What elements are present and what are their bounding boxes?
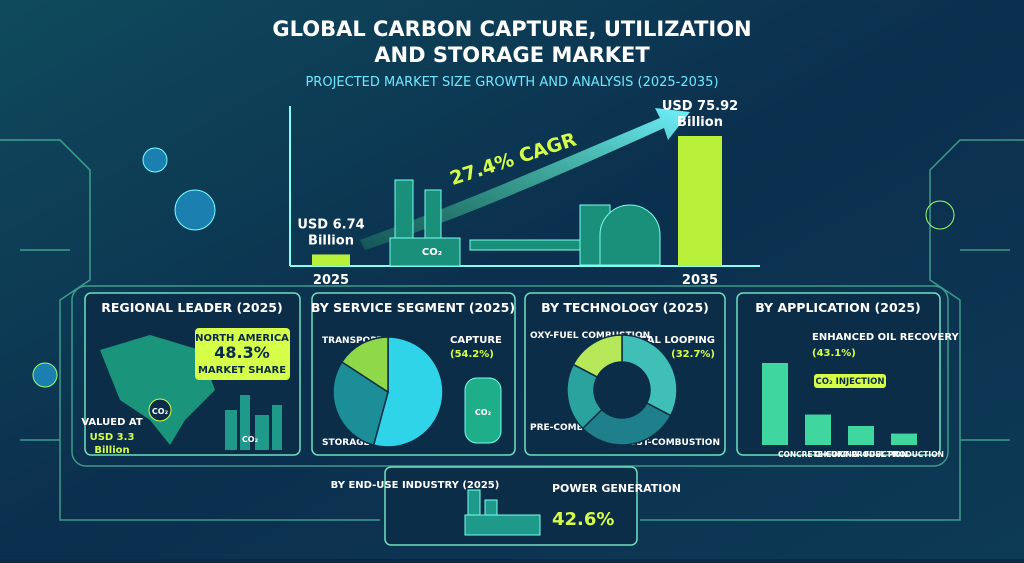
- bar: [805, 414, 831, 445]
- title: GLOBAL CARBON CAPTURE, UTILIZATION: [272, 17, 751, 41]
- globe: [32, 362, 58, 388]
- globe: [174, 189, 216, 231]
- bar: [762, 363, 788, 445]
- region-share: 48.3%: [214, 343, 270, 362]
- panel-title: BY TECHNOLOGY (2025): [541, 300, 709, 315]
- bar: [891, 433, 917, 445]
- injection-badge: [814, 374, 886, 388]
- slice-name: POST-COMBUSTION: [622, 438, 720, 448]
- slice: [372, 336, 444, 448]
- bar: [848, 425, 874, 445]
- slice: [332, 360, 389, 447]
- slice-name: PRE-COMBUSTION: [530, 423, 622, 433]
- atom-icon: [925, 200, 955, 230]
- subtitle: PROJECTED MARKET SIZE GROWTH AND ANALYSI…: [305, 75, 718, 90]
- slice-label: (32.7%): [671, 349, 715, 360]
- region: NORTH AMERICA: [195, 333, 289, 344]
- panel-title: BY SERVICE SEGMENT (2025): [311, 300, 515, 315]
- globe-icons: [32, 147, 955, 388]
- valued-unit: Billion: [94, 445, 129, 456]
- share-note: MARKET SHARE: [198, 365, 286, 376]
- slice-name: TRANSPORT: [322, 336, 384, 346]
- valued-label: VALUED AT: [81, 417, 143, 428]
- plant: [464, 489, 541, 536]
- x-tick-label: FUEL PRODUCTION: [864, 450, 944, 459]
- bar-amount: USD 6.74: [297, 217, 364, 232]
- slice: [621, 334, 678, 417]
- tank: [464, 377, 502, 444]
- panel-title: REGIONAL LEADER (2025): [101, 300, 282, 315]
- bar-unit: Billion: [308, 233, 354, 248]
- panel-title: BY APPLICATION (2025): [755, 300, 921, 315]
- slice: [340, 336, 389, 394]
- slice-name: STORAGE: [322, 438, 370, 448]
- segment: POWER GENERATION: [552, 482, 681, 495]
- year: 2025: [313, 273, 349, 288]
- injection-label: CO₂ INJECTION: [816, 377, 885, 387]
- co2-icon-label: CO₂: [152, 407, 169, 416]
- valued-amount: USD 3.3: [90, 432, 135, 443]
- co2-icon-label: CO₂: [475, 408, 492, 417]
- growth-bar: [312, 254, 350, 266]
- slice-name: OXY-FUEL COMBUSTION: [530, 331, 650, 341]
- callout: [195, 328, 290, 380]
- growth-arrow: [360, 108, 690, 250]
- slice: [581, 402, 672, 446]
- city: [225, 395, 282, 450]
- bar-unit: Billion: [677, 115, 723, 130]
- globe: [142, 147, 168, 173]
- lead-name: ENHANCED OIL RECOVERY: [812, 332, 960, 343]
- x-tick-label: CONCRETE CURING: [778, 450, 858, 459]
- bar-amount: USD 75.92: [662, 99, 738, 114]
- title: AND STORAGE MARKET: [374, 43, 650, 67]
- x-tick-label: CHEOKT PRODUCTION: [815, 450, 908, 459]
- slice: [572, 334, 623, 378]
- year: 2035: [682, 273, 718, 288]
- circuit-lines: [0, 139, 1024, 521]
- co2-icon: [148, 398, 172, 422]
- co2-icon-label: CO₂: [242, 435, 259, 444]
- lead-label: (43.1%): [812, 348, 856, 359]
- factory: [389, 179, 661, 267]
- co2-icon-label: CO₂: [422, 247, 442, 258]
- slice-name: CAPTURE: [450, 335, 502, 346]
- segment-share: 42.6%: [552, 509, 614, 530]
- slice-label: (54.2%): [450, 349, 494, 360]
- map: [100, 335, 215, 445]
- slice-name: CHEMICAL LOOPING: [603, 335, 715, 346]
- panel-title: BY END-USE INDUSTRY (2025): [331, 480, 500, 491]
- growth-bar: [678, 136, 722, 266]
